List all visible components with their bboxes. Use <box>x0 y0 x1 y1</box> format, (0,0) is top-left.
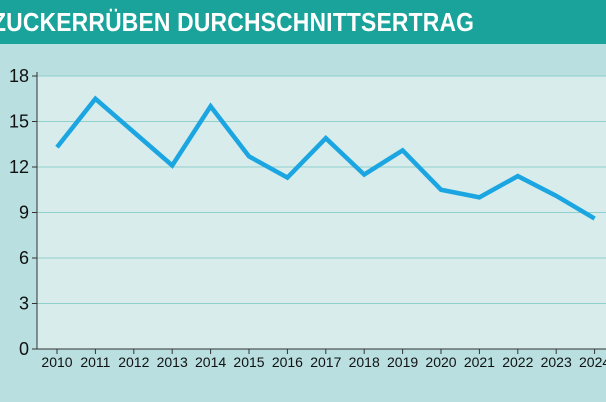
x-tick-label: 2014 <box>195 354 226 370</box>
x-tick-label: 2020 <box>425 354 456 370</box>
x-tick-label: 2019 <box>387 354 418 370</box>
x-tick-label: 2012 <box>118 354 149 370</box>
axes <box>36 72 606 350</box>
x-tick-label: 2017 <box>310 354 341 370</box>
x-tick-label: 2015 <box>233 354 264 370</box>
y-tick-label: 15 <box>9 112 29 132</box>
x-tick-label: 2022 <box>502 354 533 370</box>
x-axis-ticks: 2010 2011 2012 2013 2014 2015 2016 2017 2018 2019… <box>41 349 606 370</box>
x-tick-label: 2016 <box>272 354 303 370</box>
title-shadow-band <box>0 44 606 66</box>
series <box>55 95 596 221</box>
y-tick-label: 12 <box>9 157 29 177</box>
x-tick-label: 2023 <box>541 354 572 370</box>
gridlines <box>37 75 606 304</box>
y-tick-label: 9 <box>19 203 29 223</box>
y-tick-label: 0 <box>19 339 29 359</box>
x-tick-label: 2011 <box>80 354 110 370</box>
chart-title: ZUCKERRÜBEN DURCHSCHNITTSERTRAG <box>0 7 475 37</box>
x-tick-label: 2021 <box>464 354 495 370</box>
y-axis-ticks: 0 3 6 9 12 15 18 <box>9 66 37 359</box>
x-tick-label: 2013 <box>157 354 188 370</box>
x-tick-label: 2018 <box>349 354 380 370</box>
y-tick-label: 6 <box>19 248 29 268</box>
chart-title-banner: ZUCKERRÜBEN DURCHSCHNITTSERTRAG <box>0 0 606 44</box>
y-tick-label: 3 <box>19 294 29 314</box>
y-tick-label: 18 <box>9 66 29 86</box>
x-tick-label: 2024 <box>579 354 606 370</box>
x-tick-label: 2010 <box>41 354 72 370</box>
